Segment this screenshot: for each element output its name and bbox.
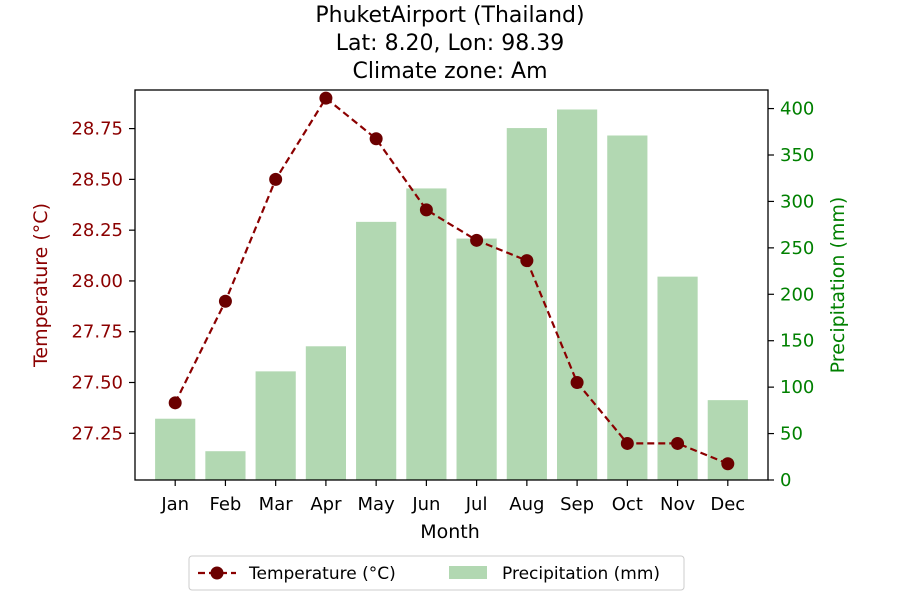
right-tick-label: 250	[780, 238, 814, 259]
x-axis-label: Month	[420, 521, 480, 543]
temperature-point-feb	[218, 294, 232, 308]
x-tick-label: Jun	[411, 494, 440, 515]
x-tick-label: Feb	[209, 494, 241, 515]
chart-title-line-2: Lat: 8.20, Lon: 98.39	[336, 31, 564, 56]
legend-box	[188, 555, 685, 591]
precipitation-bar-aug	[506, 128, 547, 481]
temperature-point-jan	[168, 396, 182, 410]
legend-temperature-marker	[210, 566, 224, 580]
x-tick-label: Jul	[465, 494, 488, 515]
temperature-point-jun	[419, 203, 433, 217]
x-tick-label: Nov	[660, 494, 695, 515]
x-tick-label: Mar	[259, 494, 294, 515]
temperature-point-mar	[269, 172, 283, 186]
precipitation-bar-jul	[456, 238, 497, 480]
right-tick-label: 350	[780, 145, 814, 166]
precipitation-bar-jun	[406, 188, 447, 480]
x-tick-label: May	[358, 494, 396, 515]
precipitation-bar-sep	[557, 109, 598, 480]
chart-title-line-1: PhuketAirport (Thailand)	[315, 3, 584, 28]
temperature-point-sep	[570, 376, 584, 389]
left-tick-label: 28.75	[71, 119, 123, 140]
legend-precipitation-swatch	[449, 566, 487, 579]
temperature-point-apr	[319, 91, 333, 105]
temperature-point-dec	[721, 457, 735, 471]
x-axis-ticks: Jan Feb Mar Apr May Jun Jul Aug Sep Oct Nov Dec	[160, 480, 745, 515]
temperature-line	[174, 96, 729, 465]
precipitation-bars	[155, 109, 748, 481]
right-tick-label: 50	[780, 424, 803, 445]
legend: Temperature (°C) Precipitation (mm)	[188, 555, 685, 591]
temperature-point-oct	[620, 436, 634, 450]
left-axis-label: Temperature (°C)	[30, 203, 52, 368]
x-tick-label: Dec	[710, 494, 745, 515]
left-tick-label: 28.00	[71, 271, 123, 292]
right-tick-label: 400	[780, 99, 814, 120]
right-axis-label: Precipitation (mm)	[827, 197, 849, 374]
x-tick-label: Aug	[509, 494, 544, 515]
left-axis-ticks: 27.25 27.50 27.75 28.00 28.25 28.50 28.75	[71, 119, 135, 444]
left-tick-label: 28.50	[71, 169, 123, 190]
temperature-point-aug	[520, 254, 534, 268]
left-tick-label: 27.25	[71, 423, 123, 444]
precipitation-bar-feb	[205, 451, 246, 480]
right-tick-label: 300	[780, 191, 814, 212]
x-tick-label: Apr	[310, 494, 342, 515]
legend-precipitation-label: Precipitation (mm)	[502, 564, 660, 584]
x-tick-label: Oct	[612, 494, 643, 515]
legend-temperature-label: Temperature (°C)	[248, 564, 396, 584]
left-tick-label: 28.25	[71, 220, 123, 241]
temperature-point-may	[369, 132, 383, 146]
precipitation-bar-apr	[305, 346, 346, 480]
right-tick-label: 200	[780, 284, 814, 305]
temperature-point-nov	[671, 436, 685, 450]
temperature-line-layer	[168, 91, 735, 471]
precipitation-bar-may	[356, 221, 397, 480]
precipitation-bar-jan	[155, 418, 196, 480]
precipitation-bar-oct	[607, 135, 648, 480]
right-tick-label: 100	[780, 377, 814, 398]
x-tick-label: Jan	[160, 494, 189, 515]
right-tick-label: 150	[780, 331, 814, 352]
x-tick-label: Sep	[560, 494, 594, 515]
left-tick-label: 27.50	[71, 373, 123, 394]
right-tick-label: 0	[780, 470, 791, 491]
precipitation-bar-mar	[255, 371, 296, 480]
temperature-point-jul	[470, 233, 484, 247]
right-axis-ticks: 0 50 100 150 200 250 300 350 400	[768, 99, 814, 491]
plot-frame	[134, 89, 769, 481]
left-tick-label: 27.75	[71, 322, 123, 343]
chart-title-line-3: Climate zone: Am	[352, 59, 547, 84]
